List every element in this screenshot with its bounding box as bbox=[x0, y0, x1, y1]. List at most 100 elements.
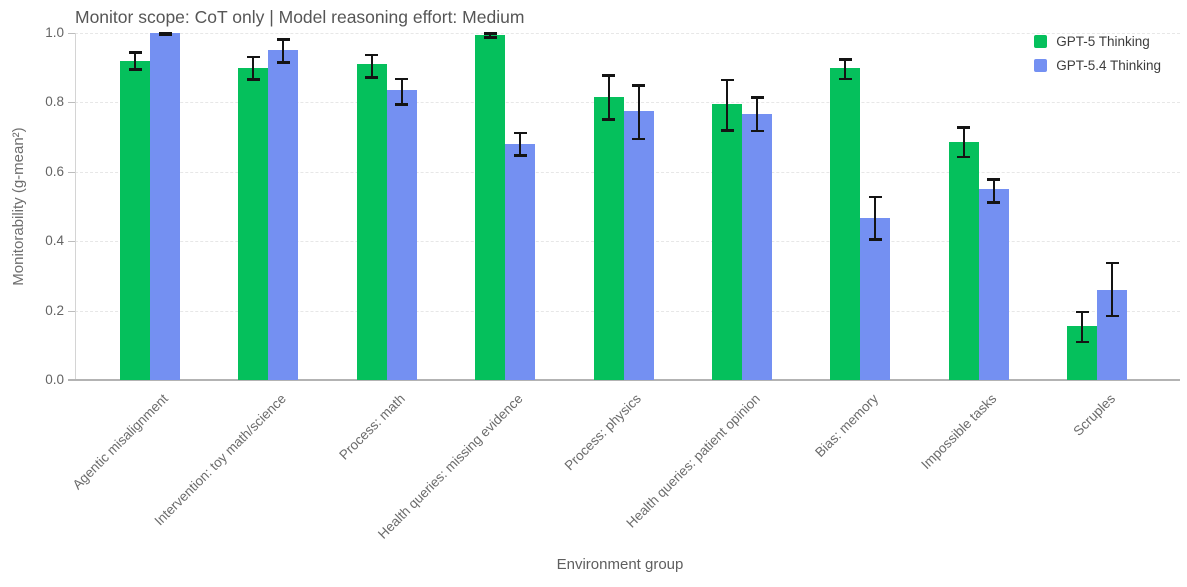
bar bbox=[475, 34, 506, 380]
error-bar-line bbox=[874, 196, 877, 240]
error-bar-cap-bottom bbox=[128, 68, 142, 71]
legend-label: GPT-5.4 Thinking bbox=[1056, 58, 1161, 73]
error-bar-line bbox=[962, 127, 965, 157]
y-axis-tick bbox=[68, 241, 75, 243]
error-bar-cap-bottom bbox=[365, 76, 379, 79]
error-bar-cap-bottom bbox=[158, 33, 172, 37]
error-bar-cap-top bbox=[750, 96, 764, 99]
error-bar-cap-bottom bbox=[246, 78, 260, 81]
error-bar-cap-top bbox=[513, 131, 527, 135]
error-bar-cap-top bbox=[602, 74, 616, 77]
x-category-label: Process: math bbox=[335, 391, 408, 463]
error-bar-line bbox=[400, 78, 403, 105]
y-tick-label: 1.0 bbox=[45, 25, 64, 40]
error-bar-cap-bottom bbox=[750, 129, 764, 133]
bar bbox=[948, 142, 979, 380]
bar bbox=[860, 217, 891, 380]
error-bar-cap-top bbox=[1105, 261, 1119, 265]
x-axis-baseline bbox=[68, 379, 1180, 381]
error-bar-cap-bottom bbox=[720, 129, 734, 132]
error-bar-cap-top bbox=[987, 178, 1001, 181]
chart-title: Monitor scope: CoT only | Model reasonin… bbox=[75, 7, 525, 27]
bar bbox=[268, 50, 299, 380]
error-bar-cap-top bbox=[838, 58, 852, 61]
y-tick-label: 0.6 bbox=[45, 163, 64, 179]
x-category-label: Intervention: toy math/science bbox=[151, 391, 290, 529]
error-bar-cap-top bbox=[720, 78, 734, 82]
y-tick-label: 0.4 bbox=[45, 233, 64, 249]
error-bar-cap-bottom bbox=[1075, 340, 1089, 344]
error-bar-cap-top bbox=[128, 51, 142, 54]
y-axis-tick bbox=[68, 171, 75, 173]
error-bar-cap-bottom bbox=[957, 155, 971, 159]
y-axis-tick bbox=[68, 33, 75, 34]
error-bar-line bbox=[992, 179, 995, 203]
error-bar-cap-bottom bbox=[838, 77, 852, 81]
error-bar-line bbox=[756, 97, 758, 131]
error-bar-line bbox=[607, 75, 610, 120]
error-bar-cap-bottom bbox=[513, 154, 527, 157]
y-axis-line bbox=[75, 33, 76, 380]
gridline bbox=[75, 33, 1180, 34]
error-bar-cap-top bbox=[957, 126, 971, 129]
x-category-label: Health queries: missing evidence bbox=[375, 391, 526, 542]
error-bar-line bbox=[282, 39, 285, 63]
error-bar-cap-top bbox=[158, 32, 172, 35]
bar bbox=[978, 189, 1009, 380]
bar bbox=[742, 113, 772, 380]
error-bar-line bbox=[1111, 262, 1114, 316]
bar bbox=[505, 144, 536, 380]
error-bar-cap-bottom bbox=[632, 137, 646, 141]
error-bar-cap-top bbox=[365, 53, 379, 56]
x-category-label: Impossible tasks bbox=[918, 391, 1000, 473]
x-category-label: Health queries: patient opinion bbox=[623, 391, 763, 531]
error-bar-cap-top bbox=[395, 77, 409, 81]
error-bar-cap-bottom bbox=[483, 36, 497, 39]
error-bar-line bbox=[1081, 311, 1084, 342]
error-bar-cap-bottom bbox=[276, 61, 290, 64]
gridline bbox=[75, 102, 1180, 104]
x-category-label: Scruples bbox=[1070, 391, 1118, 439]
x-category-label: Process: physics bbox=[561, 391, 645, 474]
error-bar-cap-top bbox=[276, 38, 290, 41]
bar bbox=[386, 90, 417, 380]
error-bar-line bbox=[134, 52, 136, 70]
bar bbox=[120, 60, 150, 380]
error-bar-line bbox=[726, 79, 728, 131]
bar bbox=[593, 97, 624, 380]
legend-item-gpt5: GPT-5 Thinking bbox=[1034, 34, 1161, 49]
error-bar-cap-bottom bbox=[1105, 314, 1119, 318]
bar bbox=[712, 104, 742, 380]
bar bbox=[238, 67, 269, 380]
error-bar-cap-top bbox=[246, 55, 260, 59]
error-bar-cap-bottom bbox=[868, 238, 882, 241]
y-tick-label: 0.0 bbox=[45, 372, 64, 387]
y-axis-tick bbox=[68, 102, 75, 104]
legend-swatch-green bbox=[1034, 35, 1048, 48]
error-bar-cap-bottom bbox=[987, 201, 1001, 204]
legend: GPT-5 Thinking GPT-5.4 Thinking bbox=[1034, 34, 1161, 73]
error-bar-cap-bottom bbox=[395, 103, 409, 106]
x-category-label: Agentic misalignment bbox=[69, 391, 171, 493]
x-category-label: Bias: memory bbox=[812, 391, 882, 460]
x-axis-title: Environment group bbox=[556, 556, 684, 573]
bar bbox=[356, 64, 387, 380]
legend-swatch-blue bbox=[1034, 59, 1048, 72]
bar bbox=[623, 111, 654, 380]
y-tick-label: 0.2 bbox=[45, 302, 64, 318]
legend-item-gpt54: GPT-5.4 Thinking bbox=[1034, 58, 1161, 73]
error-bar-cap-top bbox=[483, 32, 497, 35]
y-axis-tick bbox=[68, 310, 75, 312]
error-bar-cap-top bbox=[868, 195, 882, 199]
error-bar-line bbox=[844, 59, 847, 79]
error-bar-cap-bottom bbox=[602, 118, 616, 121]
bar bbox=[830, 67, 861, 380]
error-bar-cap-top bbox=[1075, 310, 1089, 314]
bar bbox=[150, 33, 180, 380]
error-bar-cap-top bbox=[632, 84, 646, 87]
legend-label: GPT-5 Thinking bbox=[1056, 34, 1150, 49]
error-bar-line bbox=[489, 33, 492, 38]
y-tick-label: 0.8 bbox=[45, 94, 64, 110]
error-bar-line bbox=[252, 56, 255, 80]
